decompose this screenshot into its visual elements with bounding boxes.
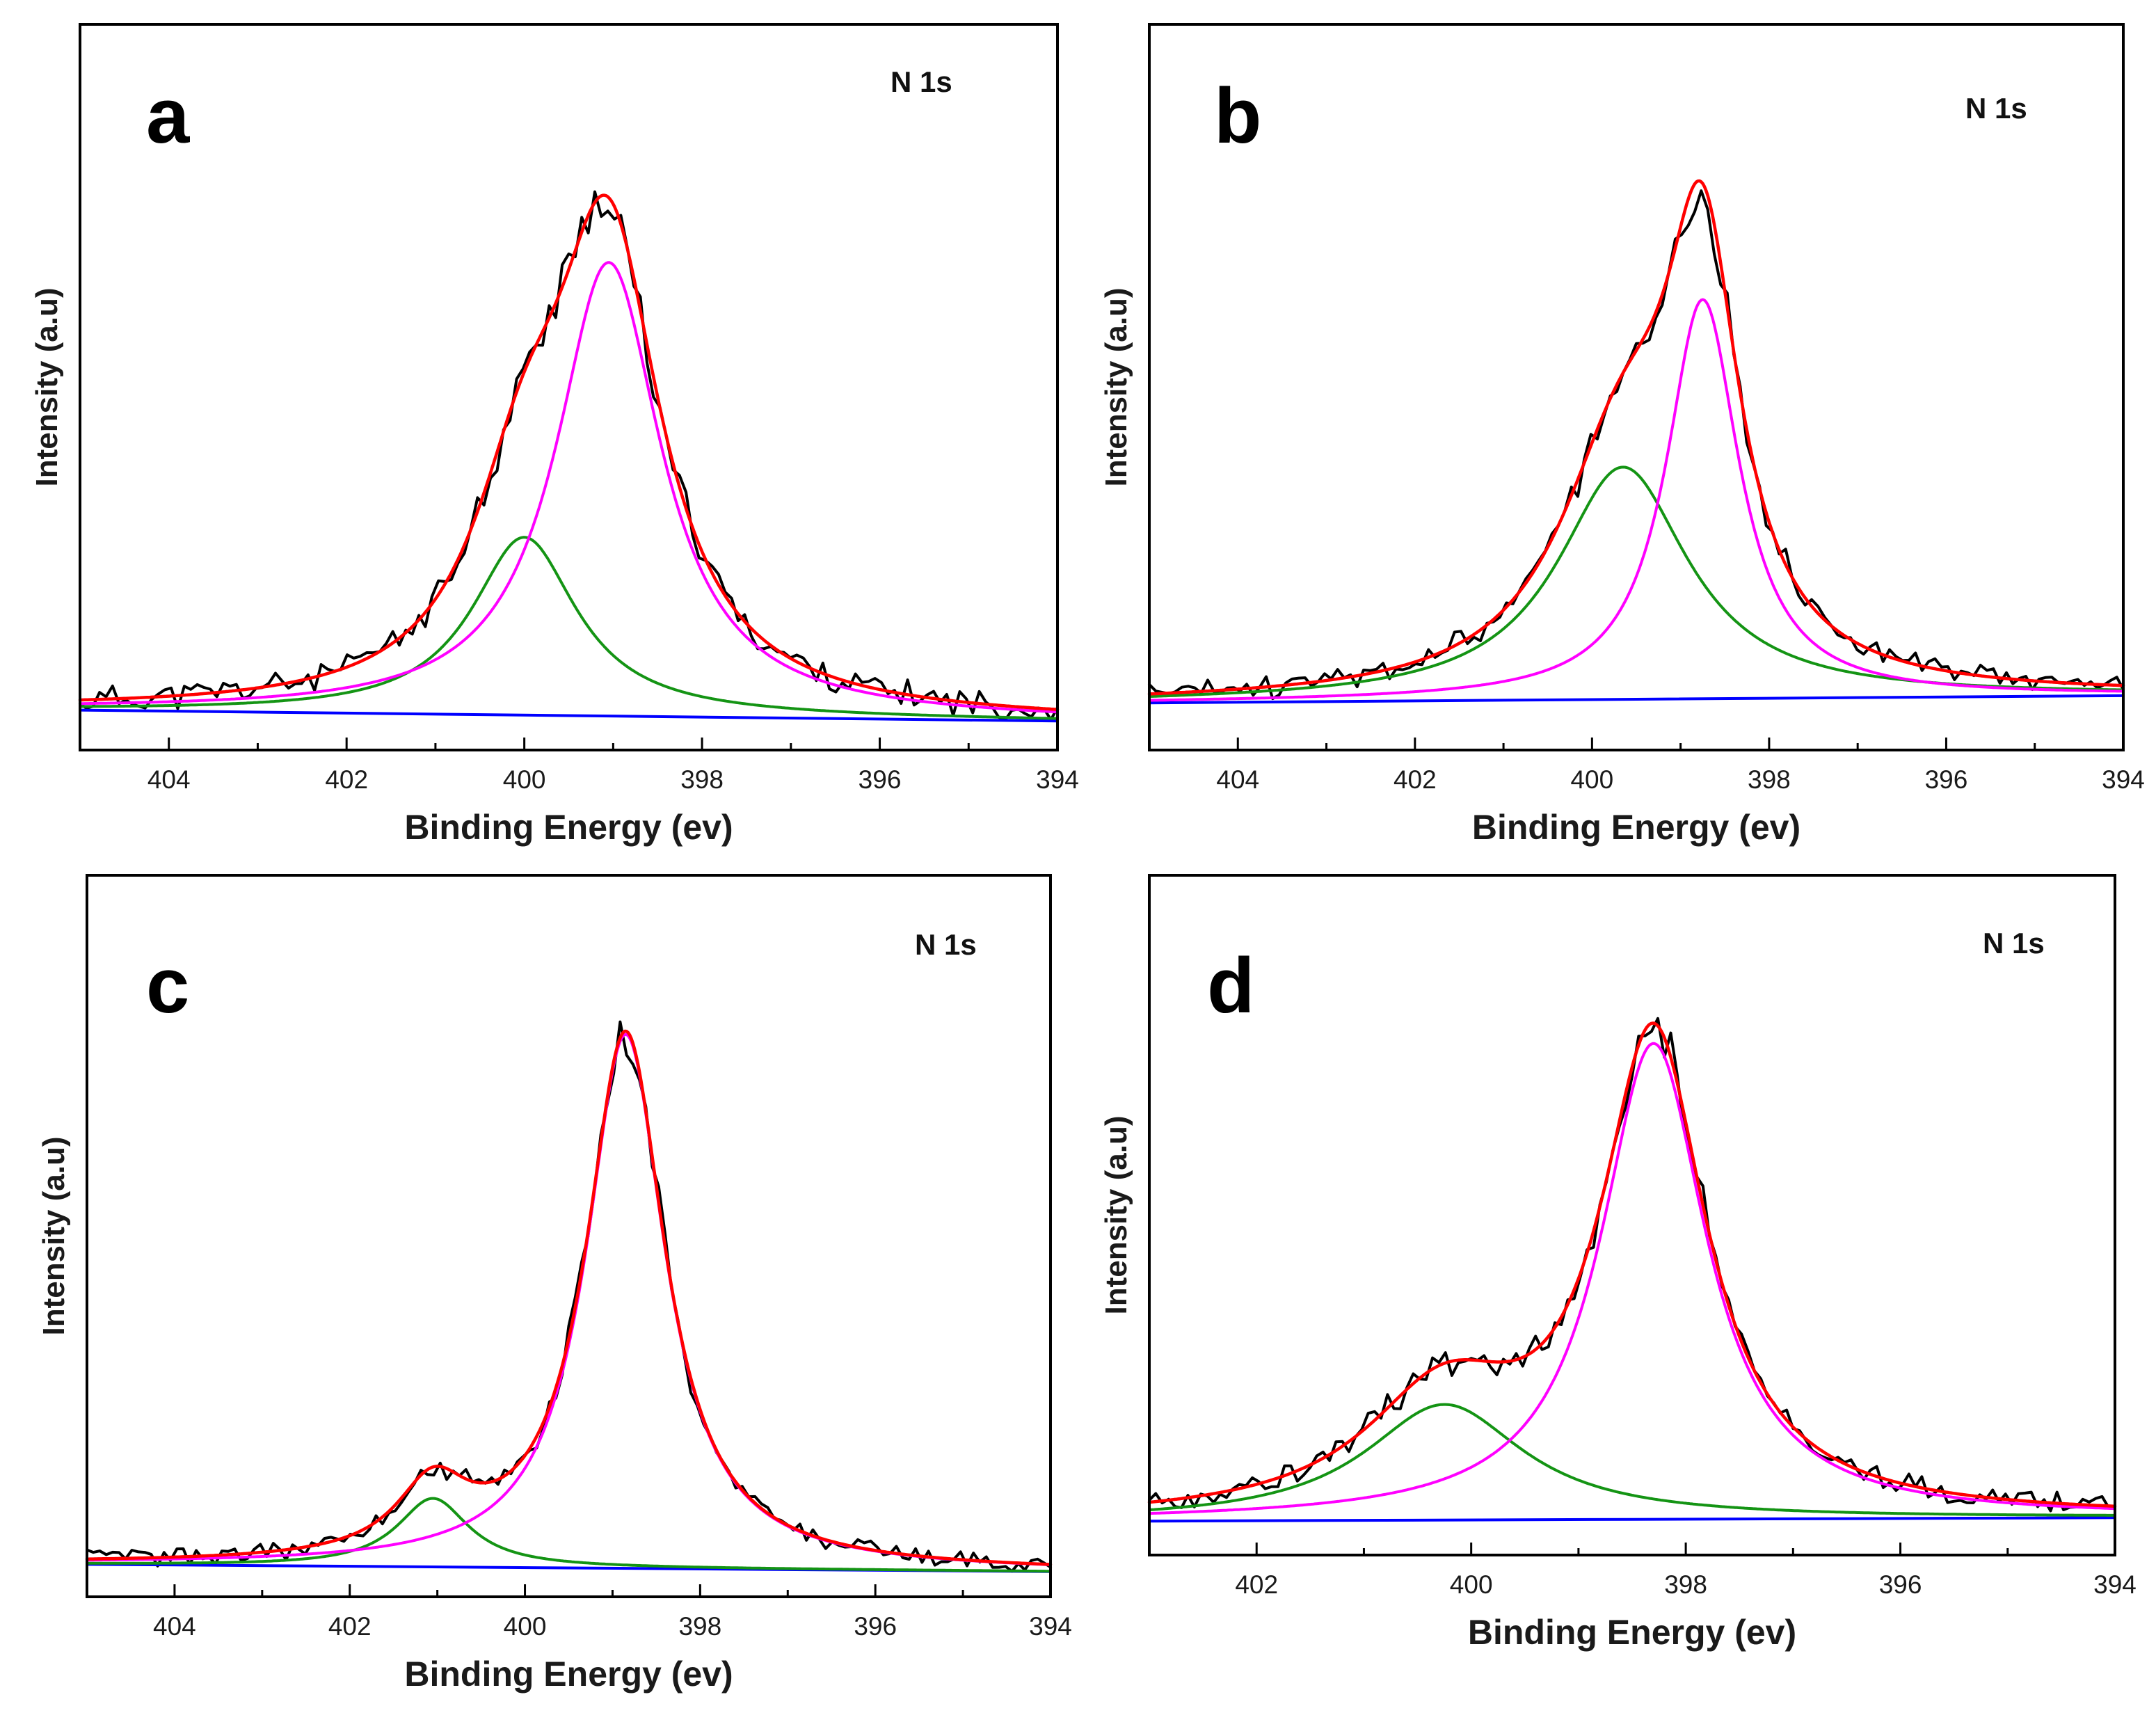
panel-d-frame bbox=[1148, 874, 2116, 1556]
panel-d-x-tick-label: 394 bbox=[2093, 1570, 2137, 1599]
panel-b-x-tick-label: 398 bbox=[1748, 765, 1791, 794]
panel-c-letter: c bbox=[146, 942, 189, 1029]
panel-c-x-tick-label: 396 bbox=[854, 1612, 897, 1641]
panel-a-x-ticks: 404 402 400 398 396 394 bbox=[79, 738, 1079, 794]
panel-a-letter: a bbox=[146, 72, 190, 159]
panel-c-x-tick-label: 404 bbox=[153, 1612, 196, 1641]
panel-c-ylabel: Intensity (a.u) bbox=[37, 1136, 71, 1335]
panel-c-x-tick-label: 394 bbox=[1029, 1612, 1072, 1641]
panel-a-x-tick-label: 404 bbox=[147, 765, 191, 794]
panel-d-xlabel: Binding Energy (ev) bbox=[1468, 1613, 1796, 1652]
panel-d-curves bbox=[1147, 1017, 2117, 1523]
panel-b-peak-1-line bbox=[1148, 298, 2125, 702]
panel-d-envelope-line bbox=[1147, 1021, 2117, 1508]
panel-d-x-tick-label: 396 bbox=[1879, 1570, 1922, 1599]
panel-c-x-tick-label: 400 bbox=[504, 1612, 547, 1641]
panel-c-x-tick-label: 402 bbox=[328, 1612, 372, 1641]
panel-a-xlabel: Binding Energy (ev) bbox=[404, 808, 733, 847]
panel-b-ylabel: Intensity (a.u) bbox=[1099, 287, 1133, 486]
panel-b-x-tick-label: 402 bbox=[1394, 765, 1437, 794]
panel-a: 404 402 400 398 396 394 a N 1s Binding Energy… bbox=[30, 23, 1079, 847]
panel-c-peak-2-line bbox=[86, 1497, 1052, 1573]
panel-b-curves bbox=[1147, 179, 2125, 705]
panel-b-letter: b bbox=[1214, 72, 1261, 159]
panel-a-x-tick-label: 400 bbox=[503, 765, 546, 794]
panel-b-x-tick-label: 396 bbox=[1925, 765, 1968, 794]
panel-a-frame bbox=[79, 23, 1059, 751]
panel-d-background-line bbox=[1148, 1516, 2116, 1523]
panel-b-annotation: N 1s bbox=[1965, 92, 2027, 125]
panel-a-x-tick-label: 398 bbox=[680, 765, 724, 794]
panel-d-x-ticks: 402 400 398 396 394 bbox=[1148, 1543, 2137, 1599]
panel-b-envelope-line bbox=[1147, 179, 2125, 696]
panel-b-background-line bbox=[1148, 694, 2125, 705]
panel-a-peak-2-line bbox=[79, 536, 1059, 720]
panel-b-peak-2-line bbox=[1148, 465, 2125, 698]
panel-c-envelope-line bbox=[85, 1029, 1053, 1566]
panel-b-x-tick-label: 400 bbox=[1570, 765, 1613, 794]
panel-a-ylabel: Intensity (a.u) bbox=[30, 287, 64, 486]
panel-a-x-tick-label: 396 bbox=[859, 765, 902, 794]
panel-c-curves bbox=[85, 1020, 1053, 1573]
panel-d-ylabel: Intensity (a.u) bbox=[1099, 1115, 1133, 1314]
panel-c: 404 402 400 398 396 394 c N 1s Binding Energy… bbox=[37, 874, 1072, 1694]
panel-b-x-tick-label: 394 bbox=[2102, 765, 2145, 794]
panel-b-x-tick-label: 404 bbox=[1216, 765, 1259, 794]
panel-b-x-ticks: 404 402 400 398 396 394 bbox=[1148, 738, 2145, 794]
panel-b-experimental-line bbox=[1148, 189, 2125, 701]
panel-b-frame bbox=[1148, 23, 2125, 751]
panel-c-xlabel: Binding Energy (ev) bbox=[404, 1655, 733, 1694]
panel-c-experimental-line bbox=[86, 1020, 1052, 1573]
panel-d: 402 400 398 396 394 d N 1s Binding Energy (e… bbox=[1099, 874, 2137, 1652]
panel-a-envelope-line bbox=[78, 193, 1060, 711]
panel-d-letter: d bbox=[1207, 942, 1254, 1029]
panel-c-peak-1-line bbox=[86, 1033, 1052, 1566]
panel-b-xlabel: Binding Energy (ev) bbox=[1472, 808, 1800, 847]
panel-a-x-tick-label: 394 bbox=[1036, 765, 1079, 794]
panel-d-peak-1-line bbox=[1148, 1042, 2116, 1515]
panel-d-annotation: N 1s bbox=[1983, 927, 2045, 959]
panel-a-curves bbox=[78, 190, 1060, 723]
panel-a-annotation: N 1s bbox=[891, 65, 952, 98]
panel-c-annotation: N 1s bbox=[915, 928, 977, 961]
panel-c-frame bbox=[86, 874, 1052, 1598]
panel-a-peak-1-line bbox=[79, 261, 1059, 714]
panel-d-x-tick-label: 398 bbox=[1664, 1570, 1707, 1599]
panel-d-x-tick-label: 402 bbox=[1235, 1570, 1278, 1599]
panel-a-background-line bbox=[79, 708, 1059, 723]
panel-c-x-ticks: 404 402 400 398 396 394 bbox=[86, 1584, 1072, 1641]
panel-d-peak-2-line bbox=[1148, 1403, 2116, 1517]
panel-c-x-tick-label: 398 bbox=[678, 1612, 721, 1641]
panel-d-x-tick-label: 400 bbox=[1450, 1570, 1493, 1599]
panel-b: 404 402 400 398 396 394 b N 1s Binding Energy… bbox=[1099, 23, 2145, 847]
panel-d-experimental-line bbox=[1148, 1017, 2116, 1513]
panel-a-x-tick-label: 402 bbox=[325, 765, 368, 794]
